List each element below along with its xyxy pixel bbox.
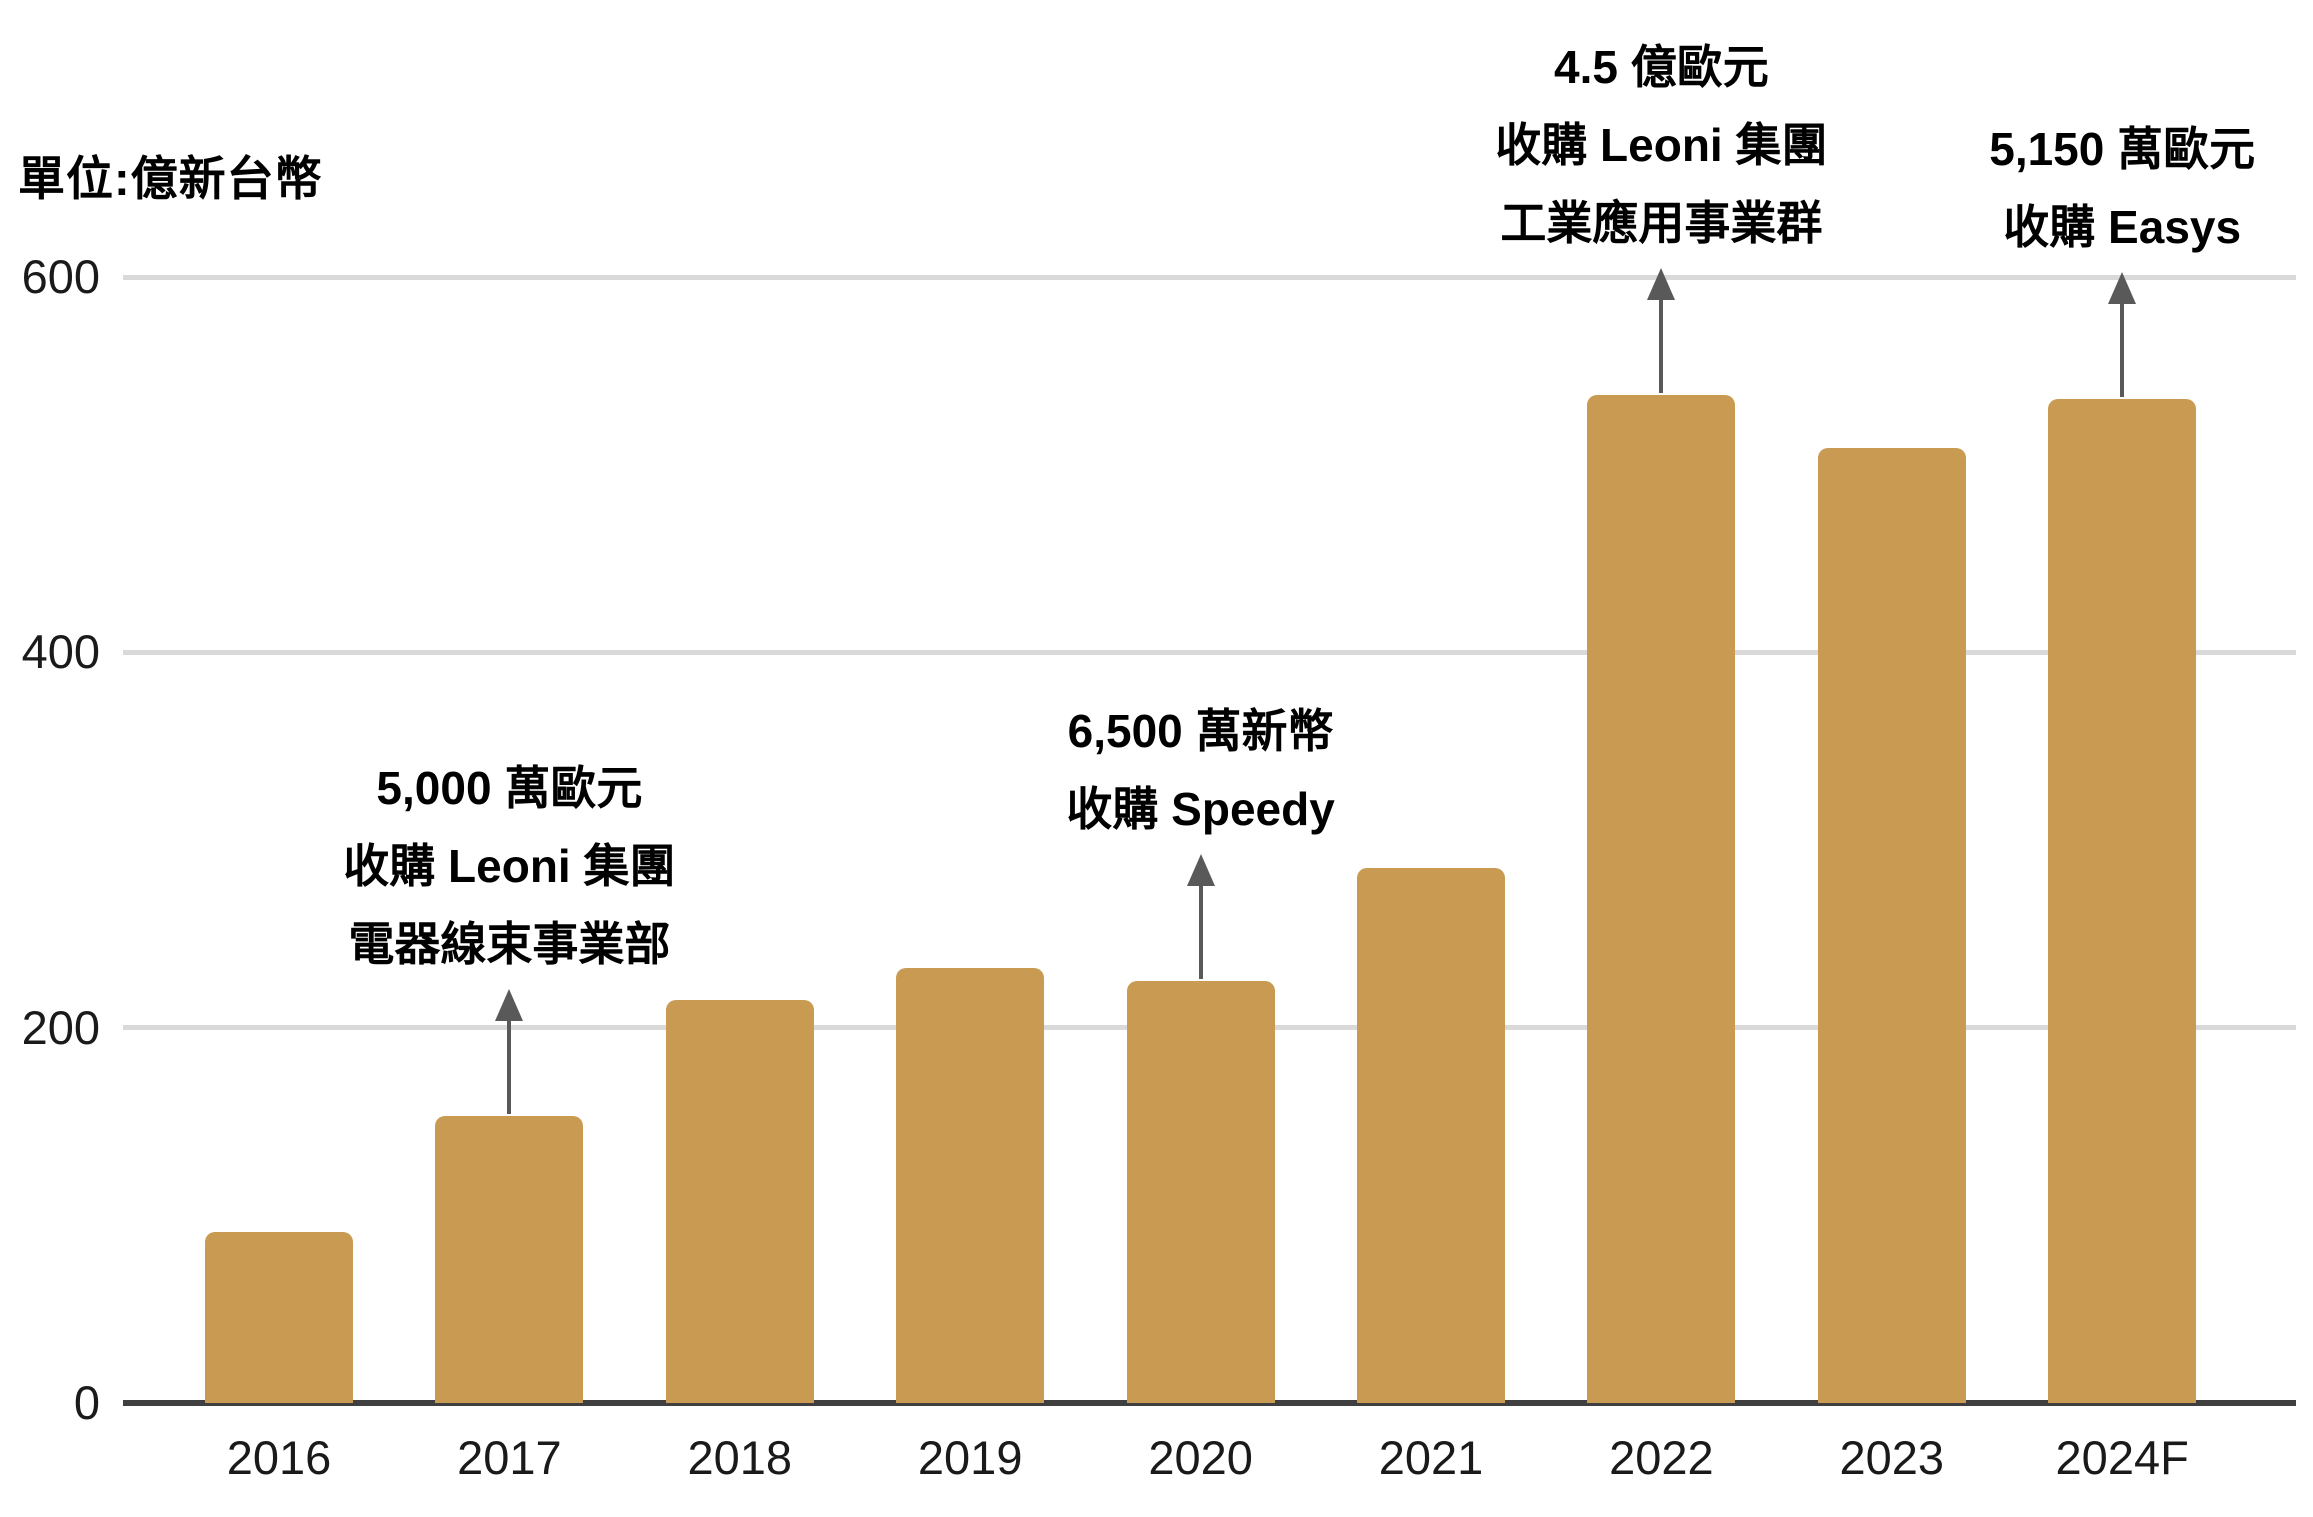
y-tick-400: 400 bbox=[21, 625, 100, 679]
y-tick-0: 0 bbox=[73, 1376, 100, 1429]
arrow-head-icon bbox=[1186, 853, 1215, 886]
x-tick-2024F: 2024F bbox=[2055, 1431, 2189, 1484]
bar-2022 bbox=[1587, 395, 1736, 1403]
annotation-2024F: 5,150 萬歐元 收購 Easys bbox=[1989, 110, 2255, 266]
x-tick-2023: 2023 bbox=[1839, 1431, 1945, 1484]
annotation-2022: 4.5 億歐元收購 Leoni 集團 工業應用事業群 bbox=[1495, 28, 1827, 262]
arrow-head-icon bbox=[495, 988, 524, 1021]
x-tick-2019: 2019 bbox=[917, 1431, 1023, 1484]
x-tick-2022: 2022 bbox=[1609, 1431, 1714, 1484]
x-tick-2020: 2020 bbox=[1148, 1431, 1253, 1484]
arrow-line bbox=[507, 1016, 512, 1114]
annotation-2022-line-1: 4.5 億歐元 bbox=[1554, 41, 1769, 94]
x-tick-2016: 2016 bbox=[226, 1431, 332, 1484]
annotation-2024F-line-1: 5,150 萬歐元 bbox=[1989, 122, 2256, 175]
gridline-400 bbox=[123, 649, 2296, 655]
annotation-2017: 5,000 萬歐元 收購 Leoni 集團 電器線束事業部 bbox=[343, 749, 675, 983]
annotation-2022-line-3: 工業應用事業群 bbox=[1500, 197, 1823, 250]
x-axis-line bbox=[123, 1400, 2296, 1406]
annotation-2017-line-2: 收購 Leoni 集團 bbox=[343, 839, 676, 892]
y-tick-200: 200 bbox=[21, 1000, 100, 1054]
x-tick-2021: 2021 bbox=[1378, 1431, 1484, 1484]
annotation-2017-line-3: 電器線束事業部 bbox=[348, 917, 671, 970]
x-tick-2018: 2018 bbox=[687, 1431, 793, 1484]
annotation-arrow-2017 bbox=[495, 988, 524, 1114]
annotation-arrow-2024F bbox=[2108, 271, 2137, 397]
annotation-2020-line-2: 收購 Speedy bbox=[1066, 782, 1335, 835]
annotation-2020: 6,500 萬新幣 收購 Speedy bbox=[1066, 692, 1334, 848]
y-tick-600: 600 bbox=[21, 250, 100, 303]
unit-label: 單位:億新台幣 bbox=[18, 152, 323, 205]
bar-2020 bbox=[1126, 980, 1275, 1403]
arrow-head-icon bbox=[2108, 271, 2137, 304]
arrow-head-icon bbox=[1647, 268, 1676, 301]
bar-2021 bbox=[1357, 868, 1505, 1403]
bar-2017 bbox=[435, 1115, 584, 1403]
arrow-line bbox=[1198, 881, 1203, 979]
arrow-line bbox=[2120, 299, 2125, 397]
bar-2023 bbox=[1817, 447, 1966, 1403]
gridline-600 bbox=[123, 274, 2296, 280]
annotation-2017-line-1: 5,000 萬歐元 bbox=[376, 761, 643, 814]
bar-2019 bbox=[896, 967, 1045, 1403]
arrow-line bbox=[1659, 296, 1664, 394]
bar-2018 bbox=[665, 999, 814, 1403]
x-tick-2017: 2017 bbox=[457, 1431, 562, 1484]
annotation-arrow-2020 bbox=[1186, 853, 1215, 979]
bar-2024F bbox=[2048, 398, 2197, 1403]
annotation-2020-line-1: 6,500 萬新幣 bbox=[1067, 704, 1334, 757]
annotation-2022-line-2: 收購 Leoni 集團 bbox=[1495, 119, 1828, 172]
annotation-2024F-line-2: 收購 Easys bbox=[2003, 200, 2242, 253]
annotation-arrow-2022 bbox=[1647, 268, 1676, 394]
bar-2016 bbox=[205, 1232, 353, 1403]
